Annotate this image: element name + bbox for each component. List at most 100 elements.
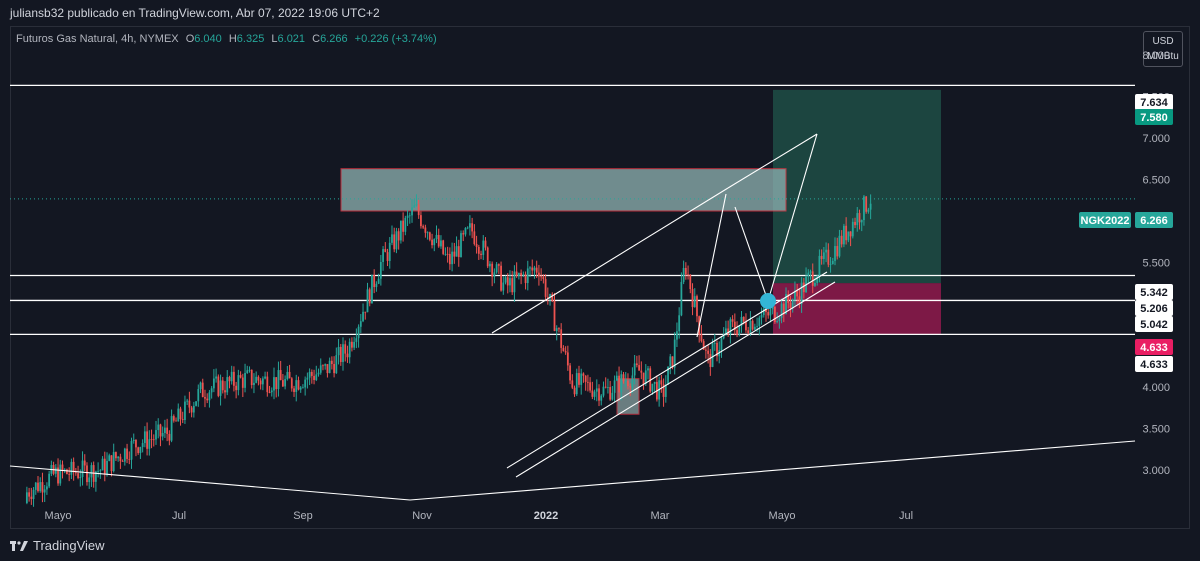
candle xyxy=(780,303,783,319)
candle xyxy=(117,456,120,459)
price-label-7: 4.633 xyxy=(1140,342,1168,354)
candle xyxy=(179,408,182,420)
candle xyxy=(591,390,594,397)
candle xyxy=(787,294,790,303)
x-tick-label-5: Mar xyxy=(651,510,670,522)
candle xyxy=(747,330,750,334)
unit-selector[interactable]: USD MMBtu xyxy=(1143,31,1183,67)
y-tick-label-5: 5.500 xyxy=(1142,257,1170,269)
candle xyxy=(253,382,255,386)
candle xyxy=(106,460,108,475)
candle xyxy=(339,346,342,363)
candle xyxy=(760,315,763,318)
candle xyxy=(235,385,238,391)
candle xyxy=(624,380,627,382)
candle xyxy=(130,441,133,460)
candle xyxy=(239,375,242,378)
x-tick-label-1: Jul xyxy=(172,510,186,522)
price-label-4: 5.342 xyxy=(1140,287,1168,299)
candle xyxy=(647,368,649,371)
candle xyxy=(290,378,293,389)
candle xyxy=(811,271,814,286)
candle xyxy=(506,277,509,286)
supply-zone xyxy=(340,168,787,212)
upper-channel-line xyxy=(491,187,729,334)
candle xyxy=(121,461,124,462)
y-tick-label-2: 7.000 xyxy=(1142,133,1170,145)
candle xyxy=(79,476,82,478)
y-tick-label-10: 3.000 xyxy=(1142,465,1170,477)
candle xyxy=(845,225,848,241)
candle xyxy=(468,223,471,228)
candle xyxy=(564,351,567,353)
candle xyxy=(462,233,465,235)
candle xyxy=(502,282,505,291)
candle xyxy=(99,470,102,472)
channel-extension-line xyxy=(727,133,818,189)
candle xyxy=(738,325,741,335)
candle xyxy=(226,377,229,393)
channel-line-bottom xyxy=(515,281,836,478)
candle xyxy=(199,382,202,390)
candle xyxy=(384,249,387,253)
candle xyxy=(346,353,349,358)
high-value: 6.325 xyxy=(236,33,265,45)
candle xyxy=(709,353,712,367)
candle xyxy=(366,289,369,313)
candle xyxy=(584,375,587,382)
candle xyxy=(146,431,148,449)
candle xyxy=(491,263,494,277)
candle xyxy=(551,294,554,301)
candle xyxy=(822,252,825,259)
candle xyxy=(115,452,117,459)
candle xyxy=(359,321,362,327)
candle xyxy=(308,371,311,378)
high-key: H xyxy=(228,33,237,45)
candle xyxy=(315,374,318,380)
candle xyxy=(829,263,832,265)
candle xyxy=(157,424,160,431)
candle xyxy=(426,232,429,234)
chart-frame[interactable] xyxy=(10,26,1190,529)
candle xyxy=(41,482,44,493)
candle xyxy=(691,289,694,308)
candle xyxy=(348,341,351,358)
candle xyxy=(671,356,674,368)
candle xyxy=(660,380,663,385)
candle xyxy=(542,276,545,280)
candle xyxy=(257,376,260,381)
candle xyxy=(827,249,830,265)
candle xyxy=(413,205,416,208)
candle xyxy=(756,326,758,327)
candle xyxy=(696,296,698,317)
candle xyxy=(81,460,84,477)
x-tick-label-7: Jul xyxy=(899,510,913,522)
candle xyxy=(731,319,734,322)
candle xyxy=(814,282,816,286)
candle xyxy=(261,378,264,385)
candle xyxy=(302,387,304,389)
candle xyxy=(538,272,540,277)
candle xyxy=(515,271,518,277)
candle xyxy=(210,388,213,393)
candle xyxy=(856,213,859,226)
candle xyxy=(177,408,180,422)
candle xyxy=(825,249,827,253)
candle xyxy=(849,231,852,237)
price-label-box-4 xyxy=(1135,284,1173,300)
projection-up-line xyxy=(767,133,818,302)
candle xyxy=(135,439,137,448)
candle xyxy=(451,251,453,265)
candle xyxy=(152,439,155,441)
candle xyxy=(555,328,558,331)
candle xyxy=(840,235,843,245)
candle xyxy=(324,364,327,366)
candle xyxy=(627,380,629,387)
candle xyxy=(622,374,625,382)
candle xyxy=(629,386,632,388)
lower-trendline-right xyxy=(409,440,1136,501)
candle xyxy=(88,477,91,483)
candle xyxy=(460,233,462,258)
candle xyxy=(408,215,411,217)
